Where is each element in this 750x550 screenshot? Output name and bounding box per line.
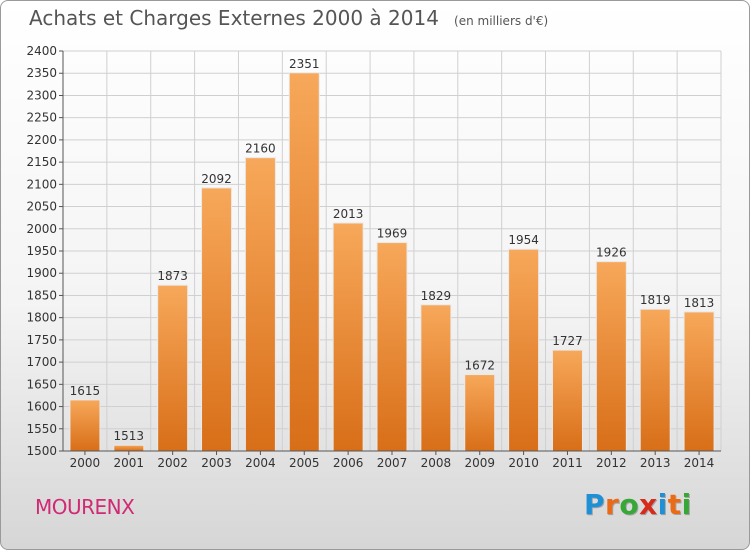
y-tick-label: 1900	[26, 266, 57, 280]
data-label-2014: 1813	[684, 296, 715, 310]
y-tick-label: 2200	[26, 133, 57, 147]
bar-2001	[113, 444, 145, 452]
data-label-2008: 1829	[421, 289, 452, 303]
y-tick-label: 2300	[26, 88, 57, 102]
bar-2004	[244, 157, 276, 452]
data-label-2011: 1727	[552, 334, 583, 348]
bars	[69, 72, 715, 452]
chart-unit: (en milliers d'€)	[454, 14, 549, 28]
bar-2009	[464, 374, 496, 452]
data-label-2000: 1615	[70, 384, 101, 398]
proxiti-logo: Proxiti	[584, 488, 692, 521]
logo-letter: x	[639, 488, 658, 521]
data-label-2006: 2013	[333, 207, 364, 221]
data-label-2007: 1969	[377, 227, 408, 241]
axes: 1500 1550 1600 1650 1700 1750 1800 1850 1900 1950…	[26, 44, 721, 470]
x-tick-label: 2003	[201, 456, 232, 470]
bar-2011	[551, 349, 583, 452]
bar-2008	[420, 304, 452, 452]
x-tick-label: 2002	[157, 456, 188, 470]
y-tick-label: 2100	[26, 177, 57, 191]
x-tick-label: 2012	[596, 456, 627, 470]
bar-2005	[288, 72, 320, 452]
logo-letter: P	[584, 488, 606, 521]
y-tick-label: 2400	[26, 44, 57, 58]
bar-2002	[157, 284, 189, 452]
location-name: MOURENX	[35, 495, 135, 519]
x-tick-label: 2011	[552, 456, 583, 470]
data-labels: 1615 1513 1873 2092 2160 2351 2013 1969 1829 1672…	[70, 57, 715, 443]
x-tick-label: 2008	[421, 456, 452, 470]
x-tick-label: 2001	[114, 456, 145, 470]
logo-letter: i	[681, 488, 692, 521]
y-tick-label: 1750	[26, 333, 57, 347]
y-tick-label: 1800	[26, 311, 57, 325]
x-tick-label: 2007	[377, 456, 408, 470]
x-tick-label: 2014	[684, 456, 715, 470]
data-label-2013: 1819	[640, 293, 671, 307]
y-tick-label: 1650	[26, 377, 57, 391]
data-label-2001: 1513	[114, 429, 145, 443]
data-label-2005: 2351	[289, 57, 320, 71]
y-tick-label: 1600	[26, 400, 57, 414]
y-tick-label: 1850	[26, 288, 57, 302]
x-tick-label: 2006	[333, 456, 364, 470]
data-label-2010: 1954	[508, 233, 539, 247]
y-tick-label: 2250	[26, 111, 57, 125]
bar-2007	[376, 242, 408, 452]
y-tick-label: 2050	[26, 200, 57, 214]
y-tick-label: 1950	[26, 244, 57, 258]
y-tick-label: 1550	[26, 422, 57, 436]
logo-letter: r	[605, 488, 620, 521]
x-tick-label: 2013	[640, 456, 671, 470]
bar-2014	[683, 311, 715, 452]
y-tick-label: 2350	[26, 66, 57, 80]
y-tick-label: 1500	[26, 444, 57, 458]
logo-letter: o	[619, 488, 640, 521]
bar-2000	[69, 399, 101, 452]
data-label-2003: 2092	[201, 172, 232, 186]
x-tick-label: 2010	[508, 456, 539, 470]
y-tick-label: 2000	[26, 222, 57, 236]
data-label-2009: 1672	[464, 359, 495, 373]
x-tick-label: 2000	[70, 456, 101, 470]
bar-2012	[595, 261, 627, 452]
x-tick-label: 2005	[289, 456, 320, 470]
data-label-2002: 1873	[157, 269, 188, 283]
bar-2003	[201, 187, 233, 452]
y-tick-label: 1700	[26, 355, 57, 369]
bar-2006	[332, 222, 364, 452]
chart-title: Achats et Charges Externes 2000 à 2014 (…	[29, 6, 548, 30]
bar-2010	[508, 248, 540, 452]
data-label-2012: 1926	[596, 246, 627, 260]
logo-letter: t	[667, 488, 682, 521]
y-tick-label: 2150	[26, 155, 57, 169]
bar-2013	[639, 308, 671, 452]
x-tick-label: 2004	[245, 456, 276, 470]
data-label-2004: 2160	[245, 142, 276, 156]
x-tick-label: 2009	[464, 456, 495, 470]
logo-letter: i	[657, 488, 668, 521]
chart-title-text: Achats et Charges Externes 2000 à 2014	[29, 6, 439, 30]
